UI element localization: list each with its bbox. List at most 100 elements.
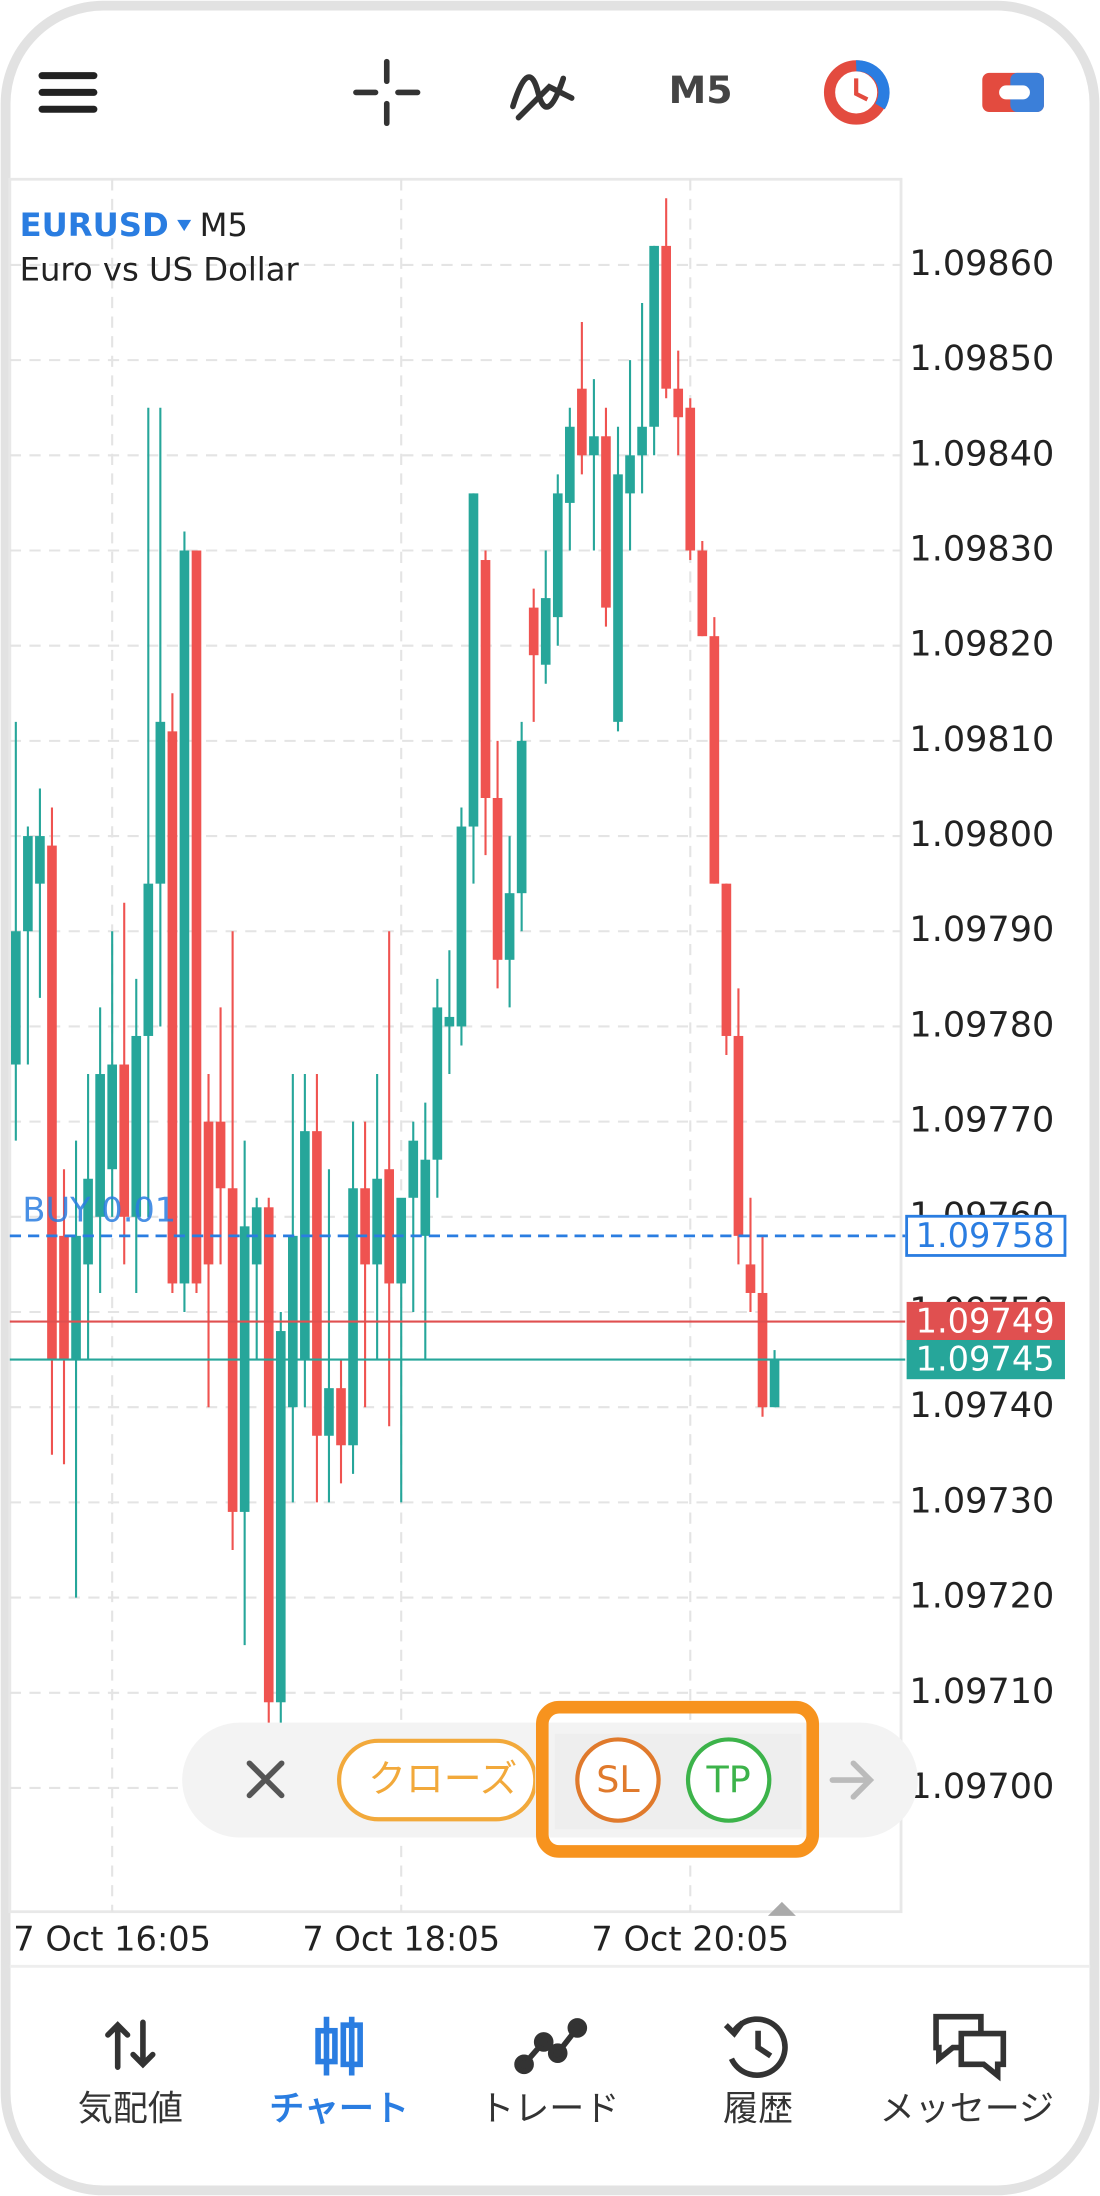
- candle-body: [239, 1226, 250, 1512]
- candle-body: [516, 740, 527, 894]
- candle-body: [661, 245, 671, 389]
- y-tick-label: 1.09720: [909, 1576, 1054, 1617]
- y-tick-label: 1.09800: [909, 814, 1054, 855]
- y-tick-label: 1.09820: [909, 624, 1054, 665]
- candle-body: [215, 1121, 226, 1189]
- close-label: クローズ: [368, 1757, 517, 1801]
- candle-body: [408, 1140, 419, 1198]
- y-tick-label: 1.09700: [909, 1766, 1054, 1807]
- y-tick-label: 1.09840: [909, 433, 1054, 474]
- chart-icon[interactable]: [315, 2016, 363, 2076]
- y-tick-label: 1.09810: [909, 719, 1054, 760]
- y-tick-label: 1.09730: [909, 1480, 1054, 1521]
- candle-body: [119, 1064, 130, 1217]
- x-tick-label: 7 Oct 18:05: [302, 1920, 500, 1959]
- candle-body: [203, 1121, 214, 1265]
- y-tick-label: 1.09740: [909, 1385, 1054, 1426]
- sl-button[interactable]: [575, 1737, 661, 1823]
- price-tag: [906, 1339, 1065, 1380]
- indicator-button[interactable]: [510, 74, 575, 121]
- symbol-label: EURUSD: [20, 206, 169, 244]
- candle-body: [95, 1074, 105, 1217]
- candle-body: [492, 797, 503, 960]
- candle-body: [444, 1016, 455, 1027]
- candle-body: [577, 388, 587, 456]
- candle-body: [540, 598, 551, 665]
- candle-body: [613, 474, 623, 722]
- candle-body: [697, 550, 708, 637]
- price-tag-label: 1.09745: [916, 1340, 1055, 1379]
- candle-body: [733, 1035, 744, 1236]
- one-click-button[interactable]: [823, 60, 890, 125]
- candle-body: [83, 1178, 93, 1265]
- candle-body: [745, 1264, 756, 1293]
- candle-body: [59, 1235, 69, 1360]
- candle-body: [589, 436, 599, 456]
- candle-body: [348, 1188, 358, 1446]
- scroll-marker: [767, 1901, 796, 1916]
- candle-body: [107, 1064, 117, 1170]
- candle-body: [324, 1388, 334, 1436]
- candle-body: [191, 550, 202, 1284]
- candle-body: [396, 1197, 407, 1284]
- candle-body: [649, 245, 659, 427]
- candle-body: [336, 1388, 346, 1446]
- y-tick-label: 1.09790: [909, 909, 1054, 950]
- candle-body: [721, 883, 732, 1036]
- candle-body: [757, 1292, 768, 1408]
- candle-body: [420, 1159, 431, 1236]
- quotes-icon[interactable]: [105, 2019, 156, 2070]
- candle-body: [11, 931, 21, 1065]
- candle-body: [625, 455, 635, 494]
- tp-button[interactable]: [685, 1737, 772, 1823]
- nav-label[interactable]: トレード: [479, 2089, 619, 2130]
- candle-body: [312, 1131, 322, 1436]
- next-arrow[interactable]: [829, 1760, 875, 1800]
- y-tick-label: 1.09710: [909, 1671, 1054, 1712]
- candle-body: [47, 845, 57, 1360]
- y-tick-label: 1.09850: [909, 338, 1054, 379]
- crosshair-button[interactable]: [353, 58, 421, 127]
- candle-body: [468, 493, 479, 827]
- candle-body: [528, 607, 539, 656]
- candle-body: [35, 836, 45, 884]
- candle-body: [263, 1207, 274, 1703]
- y-tick-label: 1.09830: [909, 529, 1054, 570]
- candle-body: [637, 426, 647, 456]
- candle-body: [300, 1131, 310, 1360]
- x-tick-label: 7 Oct 16:05: [13, 1920, 211, 1959]
- nav-label[interactable]: 気配値: [78, 2089, 183, 2130]
- candle-body: [552, 493, 563, 618]
- candle-body: [769, 1359, 780, 1408]
- candle-body: [432, 1007, 443, 1160]
- candle-body: [131, 1035, 142, 1217]
- messages-icon[interactable]: [933, 2013, 1007, 2082]
- candle-body: [384, 1169, 394, 1284]
- price-tag-label: 1.09758: [916, 1216, 1055, 1255]
- nav-label[interactable]: 履歴: [723, 2089, 793, 2130]
- trade-button[interactable]: [982, 72, 1044, 113]
- position-label: BUY 0.01: [22, 1191, 176, 1230]
- candle-body: [155, 721, 166, 884]
- dismiss-button[interactable]: [246, 1760, 285, 1799]
- timeframe-button[interactable]: M5: [669, 68, 733, 112]
- trade-icon[interactable]: [514, 2018, 588, 2075]
- nav-label[interactable]: チャート: [269, 2089, 409, 2130]
- menu-button[interactable]: [38, 72, 98, 113]
- y-tick-label: 1.09860: [909, 243, 1054, 284]
- candle-body: [480, 560, 491, 798]
- tp-label: TP: [706, 1758, 751, 1801]
- candle-body: [167, 731, 178, 1284]
- symbol-dropdown: [177, 219, 192, 232]
- history-icon[interactable]: [723, 2016, 788, 2078]
- nav-label[interactable]: メッセージ: [880, 2089, 1054, 2130]
- candle-body: [601, 436, 611, 608]
- x-tick-label: 7 Oct 20:05: [591, 1920, 789, 1959]
- candle-body: [456, 826, 467, 1027]
- candle-body: [504, 893, 515, 960]
- plot-area: [8, 177, 903, 1914]
- price-tag: [905, 1214, 1067, 1257]
- candle-body: [227, 1188, 238, 1512]
